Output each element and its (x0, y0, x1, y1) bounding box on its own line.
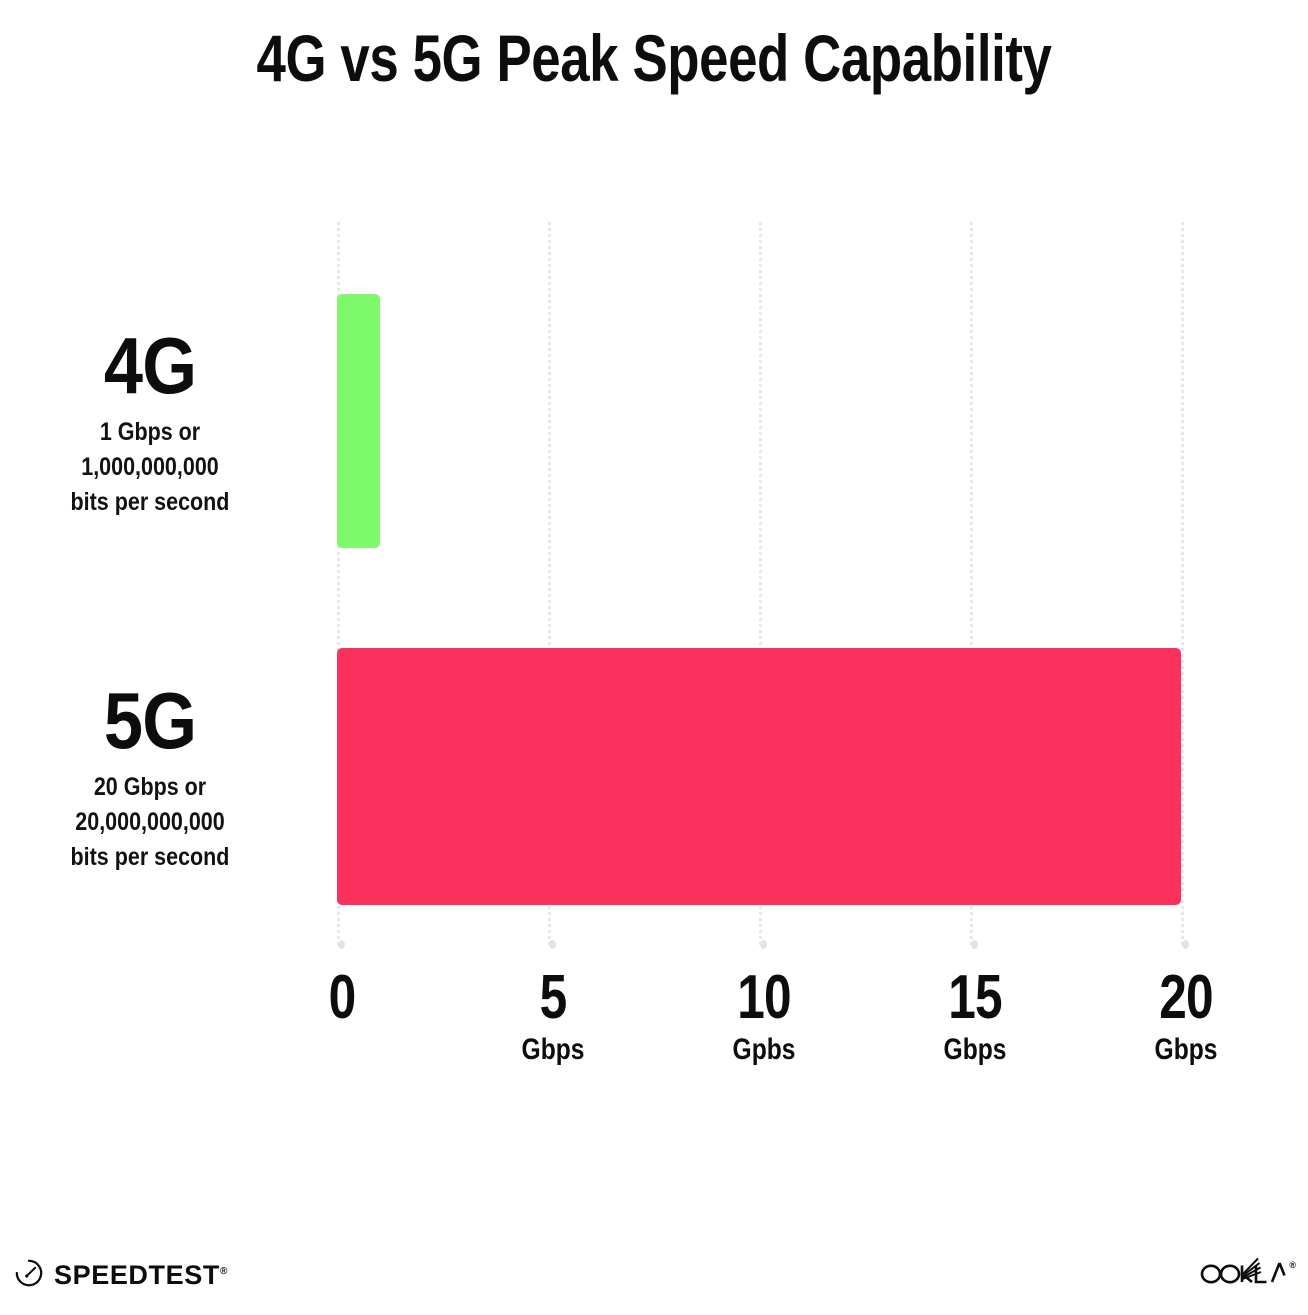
row-label-4g: 4G 1 Gbps or 1,000,000,000 bits per seco… (0, 325, 300, 520)
row-label-5g-detail-line3: bits per second (70, 843, 230, 871)
ookla-logo: ® (1200, 1256, 1296, 1291)
x-tick-15-unit: Gbps (943, 1033, 1007, 1066)
row-label-4g-detail-line2: 1,000,000,000 (81, 453, 219, 481)
x-tick-5: 5 Gbps (453, 965, 653, 1067)
x-tick-15: 15 Gbps (875, 965, 1075, 1067)
bar-5g (337, 648, 1181, 905)
x-tick-15-value: 15 (948, 963, 1002, 1032)
gridline-5 (548, 222, 556, 949)
gridline-cap (549, 940, 556, 949)
gridline-cap (760, 940, 767, 949)
speedometer-icon (14, 1258, 44, 1293)
gridline-0 (337, 222, 345, 949)
ookla-wordmark (1200, 1256, 1288, 1291)
x-tick-5-unit: Gbps (521, 1033, 585, 1066)
x-tick-20: 20 Gbps (1086, 965, 1286, 1067)
x-tick-5-value: 5 (539, 963, 568, 1032)
row-label-5g-name: 5G (103, 676, 197, 765)
gridline-cap (971, 940, 978, 949)
row-label-5g: 5G 20 Gbps or 20,000,000,000 bits per se… (0, 680, 300, 875)
x-tick-0: 0 Gbps (242, 965, 442, 1067)
row-label-4g-detail-line3: bits per second (70, 488, 230, 516)
speedtest-logo: SPEEDTEST® (14, 1258, 228, 1293)
x-tick-20-value: 20 (1159, 963, 1213, 1032)
row-label-4g-detail-line1: 1 Gbps or (99, 418, 201, 446)
row-label-4g-name: 4G (103, 321, 197, 410)
x-tick-0-value: 0 (328, 963, 357, 1032)
gridline-20 (1181, 222, 1189, 949)
x-tick-10-value: 10 (737, 963, 791, 1032)
gridline-10 (759, 222, 767, 949)
row-label-5g-detail-line1: 20 Gbps or (93, 773, 207, 801)
gridline-cap (1182, 940, 1189, 949)
gridline-15 (970, 222, 978, 949)
x-tick-10-unit: Gpbs (732, 1033, 796, 1066)
bar-4g (337, 294, 380, 548)
x-axis: 0 Gbps 5 Gbps 10 Gpbs 15 Gbps 20 Gbps (0, 965, 1308, 1095)
page-title: 4G vs 5G Peak Speed Capability (256, 21, 1052, 95)
row-label-5g-detail-line2: 20,000,000,000 (75, 808, 225, 836)
x-tick-10: 10 Gpbs (664, 965, 864, 1067)
speedtest-trademark: ® (219, 1266, 228, 1277)
row-label-5g-detail: 20 Gbps or 20,000,000,000 bits per secon… (21, 770, 279, 875)
speedtest-wordmark-text: SPEEDTEST (54, 1260, 220, 1290)
speedtest-wordmark: SPEEDTEST® (54, 1260, 228, 1291)
ookla-trademark: ® (1289, 1260, 1296, 1270)
row-label-4g-detail: 1 Gbps or 1,000,000,000 bits per second (21, 415, 279, 520)
plot-area (337, 222, 1189, 949)
x-tick-20-unit: Gbps (1154, 1033, 1218, 1066)
gridline-cap (338, 940, 345, 949)
